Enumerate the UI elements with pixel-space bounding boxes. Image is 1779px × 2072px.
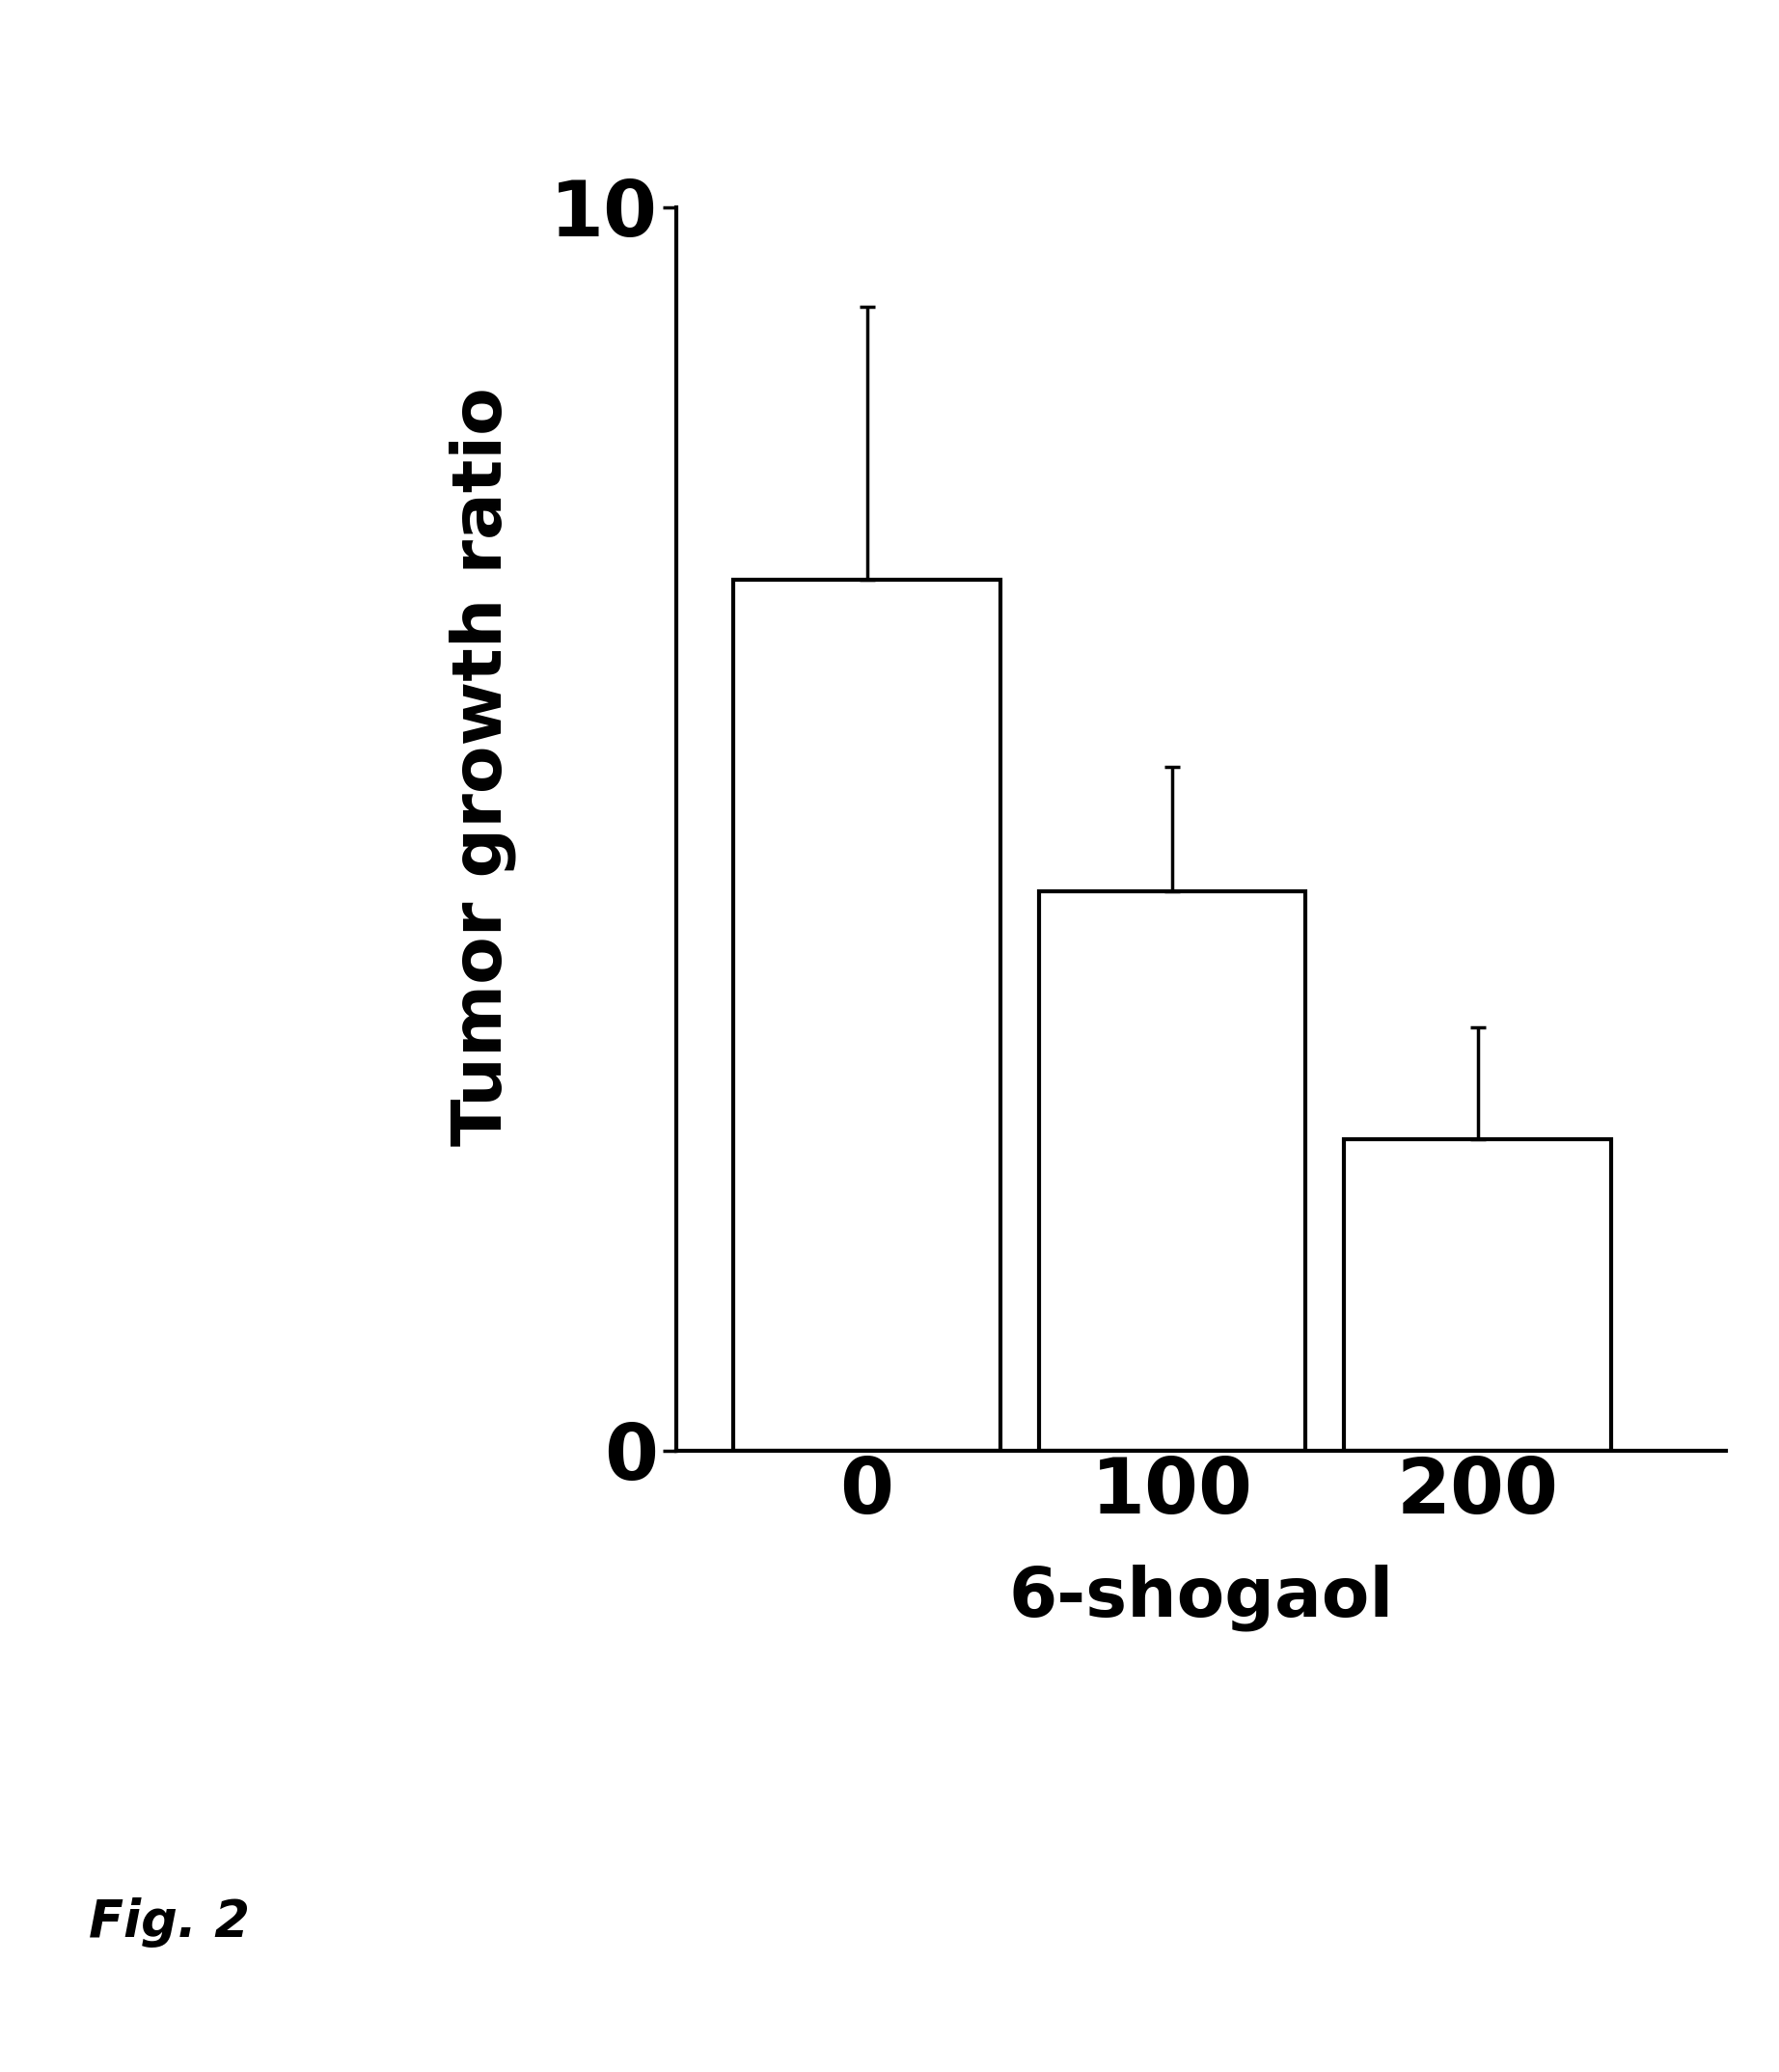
Text: Fig. 2: Fig. 2 <box>89 1898 251 1948</box>
Bar <box>733 580 1000 1450</box>
X-axis label: 6-shogaol: 6-shogaol <box>1009 1564 1393 1631</box>
Bar <box>1343 1140 1612 1450</box>
Y-axis label: Tumor growth ratio: Tumor growth ratio <box>450 387 516 1146</box>
Bar <box>1039 891 1306 1450</box>
